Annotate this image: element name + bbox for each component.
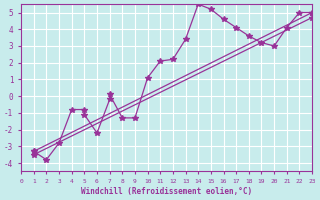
X-axis label: Windchill (Refroidissement eolien,°C): Windchill (Refroidissement eolien,°C) (81, 187, 252, 196)
